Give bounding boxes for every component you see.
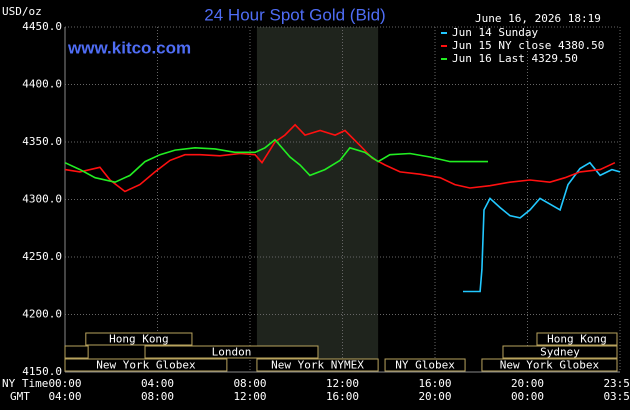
- session-box: [256, 358, 379, 372]
- line-layer: [64, 123, 621, 293]
- legend-label: Jun 14 Sunday: [452, 26, 538, 39]
- x-row-label: NY Time: [2, 377, 48, 390]
- session-label: London: [212, 346, 252, 359]
- x-tick-label: 08:00: [233, 377, 266, 390]
- session-box: [64, 358, 228, 372]
- series-line: [463, 161, 621, 293]
- series-line: [64, 123, 616, 193]
- session-label: NY Globex: [395, 359, 455, 372]
- y-tick-label: 4300.0: [22, 193, 62, 206]
- y-tick-label: 4400.0: [22, 78, 62, 91]
- timestamp: June 16, 2026 18:19: [475, 12, 601, 25]
- legend-label: Jun 15 NY close 4380.50: [452, 39, 604, 52]
- y-axis-label: USD/oz: [2, 5, 42, 18]
- x-tick-label-gmt: 03:59: [603, 390, 630, 403]
- x-tick-label: 00:00: [48, 377, 81, 390]
- label-layer: 4150.0 4200.0 4250.0 4300.0 4350.0 4400.0 4450…: [22, 20, 630, 403]
- legend-label: Jun 16 Last 4329.50: [452, 52, 578, 65]
- y-tick-label: 4250.0: [22, 250, 62, 263]
- x-tick-label: 12:00: [326, 377, 359, 390]
- session-box: [144, 345, 319, 359]
- y-tick-label: 4150.0: [22, 365, 62, 378]
- y-tick-label: 4200.0: [22, 308, 62, 321]
- grid-layer: [64, 26, 621, 373]
- session-box: [384, 358, 466, 372]
- session-box: [85, 332, 193, 346]
- session-box: [64, 345, 89, 359]
- x-tick-label-gmt: 20:00: [418, 390, 451, 403]
- x-tick-label: 23:59: [603, 377, 630, 390]
- x-tick-label: 16:00: [418, 377, 451, 390]
- x-tick-label-gmt: 16:00: [326, 390, 359, 403]
- session-label: Sydney: [540, 346, 580, 359]
- x-row-label: GMT: [10, 390, 30, 403]
- x-tick-label-gmt: 00:00: [511, 390, 544, 403]
- x-tick-label: 20:00: [511, 377, 544, 390]
- session-box: [536, 332, 618, 346]
- session-label: New York NYMEX: [271, 359, 364, 372]
- x-tick-label-gmt: 12:00: [233, 390, 266, 403]
- session-label: Hong Kong: [109, 333, 169, 346]
- x-tick-label: 04:00: [141, 377, 174, 390]
- y-tick-label: 4450.0: [22, 20, 62, 33]
- chart-title: 24 Hour Spot Gold (Bid): [204, 5, 385, 24]
- series-line: [64, 138, 488, 184]
- watermark: www.kitco.com: [67, 38, 191, 57]
- x-tick-label-gmt: 04:00: [48, 390, 81, 403]
- session-box: [481, 358, 618, 372]
- x-tick-label-gmt: 08:00: [141, 390, 174, 403]
- session-label: Hong Kong: [547, 333, 607, 346]
- session-label: New York Globex: [500, 359, 600, 372]
- session-label: New York Globex: [96, 359, 196, 372]
- y-tick-label: 4350.0: [22, 135, 62, 148]
- session-box: [502, 345, 618, 359]
